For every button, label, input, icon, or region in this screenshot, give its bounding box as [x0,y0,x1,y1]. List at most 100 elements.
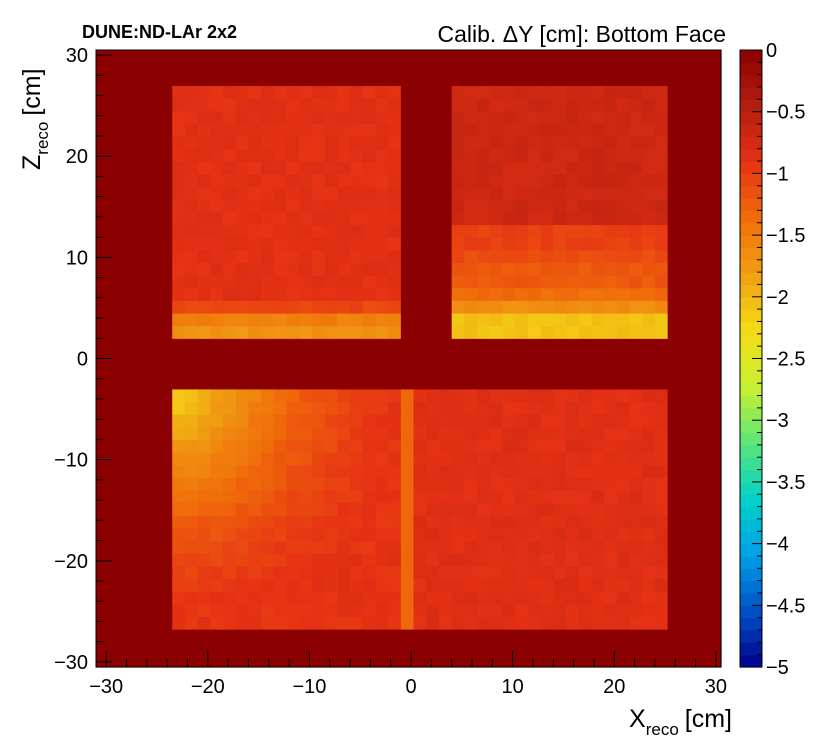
heatmap-cell [286,553,300,567]
heatmap-cell [438,237,453,251]
heatmap-cell [566,439,580,453]
heatmap-cell [375,161,389,175]
heatmap-cell [654,489,669,504]
heatmap-cell [629,477,643,491]
heatmap-cell [159,565,173,580]
heatmap-cell [604,237,618,251]
heatmap-cell [235,401,250,415]
heatmap-cell [400,414,415,428]
heatmap-cell [362,376,377,390]
heatmap-cell [121,502,135,516]
heatmap-cell [311,72,326,86]
heatmap-cell [108,439,122,453]
heatmap-cell [210,654,224,668]
heatmap-cell [134,578,148,592]
heatmap-cell [108,489,122,504]
heatmap-cell [286,388,300,403]
heatmap-cell [210,527,224,542]
heatmap-cell [388,262,402,276]
heatmap-cell [451,477,465,491]
heatmap-cell [413,325,427,339]
heatmap-cell [578,540,593,554]
heatmap-cell [705,312,720,327]
heatmap-cell [248,275,262,289]
heatmap-cell [515,199,529,213]
heatmap-cell [197,161,211,175]
heatmap-cell [121,540,135,554]
heatmap-cell [235,72,250,86]
heatmap-cell [350,123,364,137]
heatmap-cell [591,553,605,567]
heatmap-cell [527,148,542,162]
heatmap-cell [591,287,605,301]
heatmap-cell [502,50,516,61]
heatmap-cell [146,211,161,226]
heatmap-cell [527,489,542,504]
heatmap-cell [540,616,554,630]
heatmap-cell [604,135,618,150]
heatmap-cell [464,186,478,200]
heatmap-cell [400,452,415,466]
heatmap-cell [172,300,186,314]
heatmap-cell [159,148,173,162]
heatmap-cell [248,173,262,188]
heatmap-cell [489,578,504,592]
heatmap-cell [489,641,504,655]
heatmap-cell [159,401,173,415]
heatmap-cell [464,616,478,630]
heatmap-cell [464,502,478,516]
heatmap-cell [299,72,313,86]
heatmap-cell [667,414,681,428]
heatmap-cell [400,135,415,150]
heatmap-cell [311,98,326,112]
heatmap-cell [527,654,542,668]
heatmap-cell [426,388,440,403]
color-bar-step [740,506,762,520]
color-bar-step [740,185,762,199]
heatmap-cell [413,603,427,618]
heatmap-cell [489,199,504,213]
heatmap-cell [540,186,554,200]
x-axis: −30 −20 −10 0 10 20 30 [89,651,727,698]
heatmap-cell [540,224,554,238]
heatmap-cell [324,312,338,327]
heatmap-cell [718,414,722,428]
heatmap-cell [705,540,720,554]
heatmap-cell [451,502,465,516]
heatmap-cell [96,540,110,554]
heatmap-cell [197,85,211,99]
heatmap-cell [197,654,211,668]
heatmap-cell [146,312,161,327]
heatmap-cell [362,629,377,643]
heatmap-cell [159,98,173,112]
heatmap-cell [680,60,694,74]
heatmap-cell [210,515,224,529]
heatmap-cell [96,275,110,289]
heatmap-cell [235,376,250,390]
heatmap-cell [337,85,351,99]
heatmap-cell [515,211,529,226]
heatmap-cell [477,414,491,428]
heatmap-cell [591,85,605,99]
heatmap-cell [642,148,656,162]
heatmap-cell [718,388,722,403]
heatmap-cell [172,477,186,491]
heatmap-cell [184,312,199,327]
heatmap-cell [108,401,122,415]
heatmap-cell [197,110,211,124]
heatmap-cell [350,110,364,124]
heatmap-cell [654,616,669,630]
heatmap-cell [654,654,669,668]
heatmap-cell [159,50,173,61]
heatmap-cell [172,540,186,554]
heatmap-cell [680,464,694,478]
heatmap-cell [299,439,313,453]
heatmap-cell [540,388,554,403]
heatmap-cell [667,287,681,301]
heatmap-cell [134,98,148,112]
heatmap-cell [324,110,338,124]
heatmap-cell [388,540,402,554]
heatmap-cell [591,540,605,554]
heatmap-cell [705,85,720,99]
heatmap-cell [108,249,122,264]
